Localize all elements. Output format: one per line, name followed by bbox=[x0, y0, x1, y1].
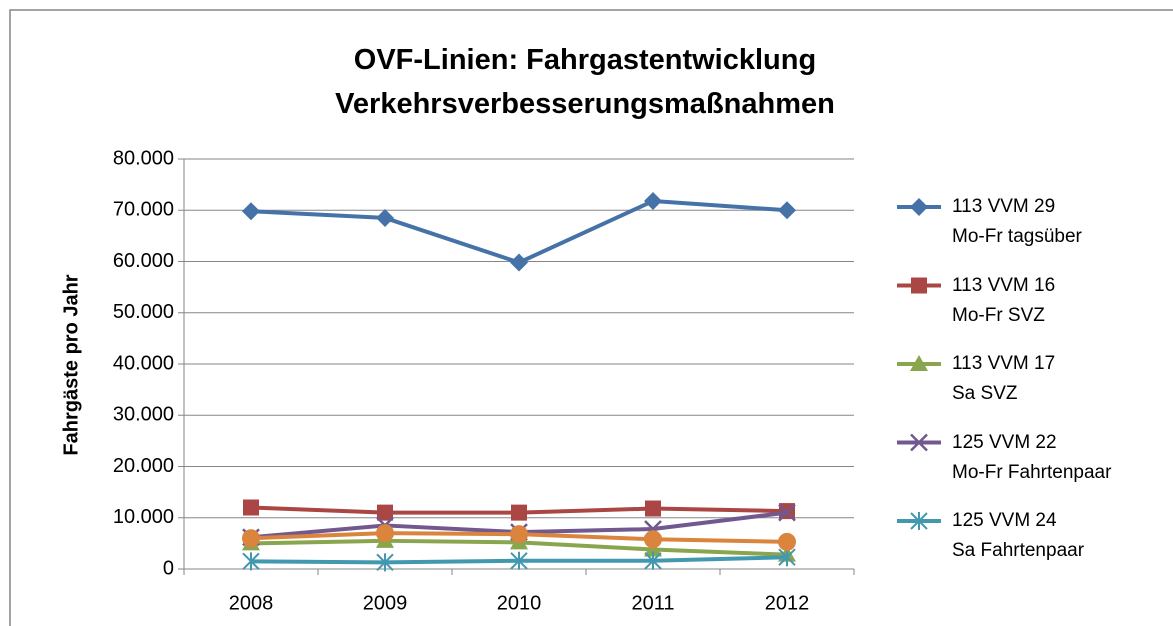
legend-label: 113 VVM 16 Mo-Fr SVZ bbox=[952, 274, 1056, 326]
data-point bbox=[510, 253, 528, 272]
y-tick-label: 50.000 bbox=[113, 301, 174, 323]
legend-marker bbox=[910, 355, 928, 371]
x-tick-label: 2012 bbox=[765, 592, 810, 614]
data-point bbox=[242, 202, 260, 221]
data-point bbox=[644, 540, 662, 557]
data-point bbox=[242, 552, 260, 571]
data-point bbox=[511, 504, 527, 521]
data-point bbox=[778, 532, 796, 551]
data-point bbox=[376, 553, 394, 572]
chart-title: OVF-Linien: Fahrgastentwicklung Verkehrs… bbox=[335, 44, 835, 120]
legend-label: 125 VVM 24 Sa Fahrtenpaar bbox=[952, 510, 1085, 561]
data-point bbox=[645, 500, 661, 517]
legend-marker bbox=[910, 512, 928, 530]
y-axis-label: Fahrgäste pro Jahr bbox=[60, 274, 82, 455]
legend-marker bbox=[911, 277, 927, 294]
data-point bbox=[242, 529, 260, 548]
legend-label: 125 VVM 22 Mo-Fr Fahrtenpaar bbox=[952, 431, 1112, 483]
data-point bbox=[376, 208, 394, 227]
data-point bbox=[778, 548, 796, 567]
chart-border bbox=[9, 9, 1173, 626]
legend-marker bbox=[910, 198, 928, 216]
data-point bbox=[644, 192, 662, 211]
legend-label: 113 VVM 17 Sa SVZ bbox=[952, 353, 1056, 404]
y-tick-label: 30.000 bbox=[113, 404, 174, 426]
x-tick-label: 2008 bbox=[229, 592, 274, 614]
x-tick-label: 2011 bbox=[631, 592, 674, 614]
y-tick-label: 70.000 bbox=[113, 199, 174, 221]
legend-label: 113 VVM 29 Mo-Fr tagsüber bbox=[952, 196, 1082, 247]
data-point bbox=[510, 525, 528, 544]
data-point bbox=[644, 530, 662, 549]
x-tick-label: 2009 bbox=[363, 592, 408, 614]
data-point bbox=[778, 503, 796, 522]
y-tick-label: 10.000 bbox=[113, 506, 174, 528]
y-tick-label: 20.000 bbox=[113, 455, 174, 477]
x-tick-label: 2010 bbox=[497, 592, 542, 614]
data-point bbox=[376, 524, 394, 543]
y-tick-label: 0 bbox=[163, 557, 174, 579]
data-point bbox=[644, 551, 662, 570]
data-point bbox=[377, 504, 393, 521]
data-point bbox=[510, 551, 528, 570]
y-tick-label: 40.000 bbox=[113, 352, 174, 374]
y-tick-label: 80.000 bbox=[113, 147, 174, 169]
y-tick-label: 60.000 bbox=[113, 250, 174, 272]
legend-marker bbox=[910, 433, 928, 452]
data-point bbox=[243, 499, 259, 516]
data-point bbox=[778, 201, 796, 220]
